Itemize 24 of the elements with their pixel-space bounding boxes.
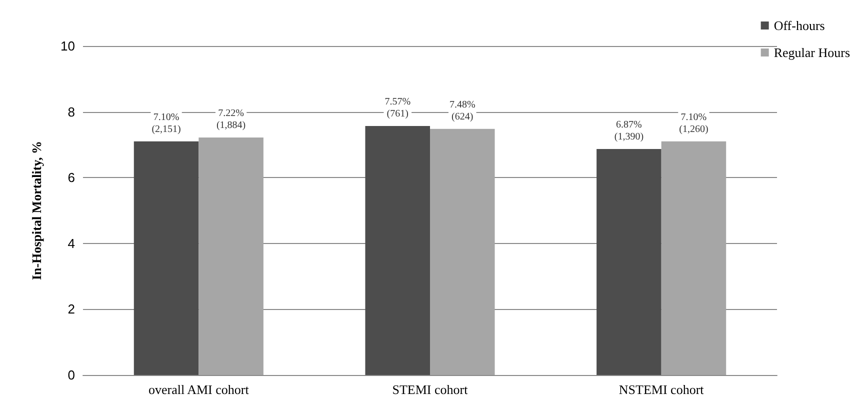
bar (430, 128, 495, 375)
legend-label: Off-hours (774, 18, 825, 33)
x-tick-label: NSTEMI cohort (618, 382, 704, 397)
legend-label: Regular Hours (774, 45, 850, 60)
bar (134, 141, 199, 375)
y-tick-label: 4 (68, 236, 75, 251)
bar (596, 148, 662, 375)
y-tick-label: 0 (68, 368, 75, 382)
data-label: 7.57% (761) (384, 96, 411, 120)
data-label: 7.48% (624) (449, 99, 476, 122)
data-label: 7.22% (1,884) (216, 108, 246, 131)
data-label: 7.10% (2,151) (152, 112, 181, 135)
y-tick-label: 6 (68, 170, 75, 186)
x-tick-label: STEMI cohort (392, 382, 468, 397)
bar (365, 126, 430, 375)
bar (661, 141, 726, 375)
data-label: 7.10% (1,260) (679, 112, 708, 135)
y-tick-label: 2 (68, 302, 75, 317)
x-tick-label: overall AMI cohort (148, 382, 250, 397)
y-tick-label: 10 (60, 38, 75, 54)
y-axis-title: In-Hospital Mortality, % (29, 140, 44, 280)
data-label: 6.87% (1,390) (614, 119, 644, 142)
y-tick-label: 8 (68, 104, 75, 120)
bar (198, 137, 264, 375)
